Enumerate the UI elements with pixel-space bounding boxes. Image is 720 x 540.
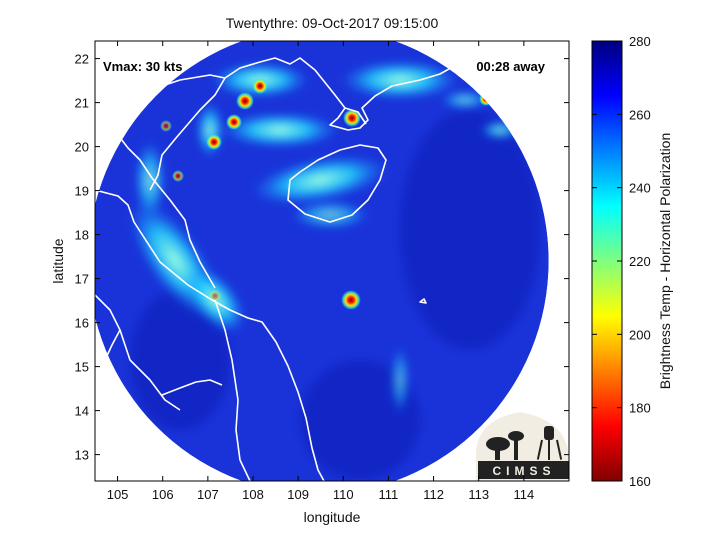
hainan-island [287, 144, 387, 223]
y-tick-label: 14 [75, 404, 89, 419]
plot-frame [94, 40, 570, 482]
x-tick-label: 113 [468, 487, 489, 502]
cb-tick-label: 240 [629, 181, 651, 196]
cb-tick-label: 220 [629, 254, 651, 269]
swath-imagery [95, 41, 549, 481]
x-tick-label: 107 [197, 487, 219, 502]
ocean-background [130, 110, 540, 480]
x-tick-label: 109 [287, 487, 309, 502]
y-tick-label: 22 [75, 52, 89, 67]
colorbar: 160 180 200 220 240 260 280 Brightness Temp - … [591, 34, 673, 489]
colorbar-ticks: 160 180 200 220 240 260 280 [592, 34, 651, 489]
cb-tick-label: 280 [629, 34, 651, 49]
time-offset-label: 00:28 away [476, 59, 545, 74]
x-tick-label: 112 [423, 487, 444, 502]
guangdong-coast [464, 41, 546, 61]
cb-tick-label: 160 [629, 474, 651, 489]
cloud-bands [128, 60, 520, 415]
y-tick-label: 18 [75, 228, 89, 243]
laos-border [95, 119, 216, 289]
storm-core [341, 290, 361, 310]
leizhou-peninsula [344, 107, 367, 125]
y-tick-label: 13 [75, 448, 89, 463]
map-plot-area: Vmax: 30 kts 00:28 away CIMSS [95, 41, 569, 481]
x-tick-label: 106 [152, 487, 174, 502]
x-tick-label: 114 [513, 487, 534, 502]
x-tick-label: 111 [379, 487, 399, 502]
latitude-ticks: 13 14 15 16 17 18 19 20 21 22 [75, 52, 569, 463]
longitude-ticks: 105 106 107 108 109 110 111 112 113 114 [107, 41, 534, 502]
small-island [419, 298, 427, 304]
x-tick-label: 110 [333, 487, 354, 502]
x-tick-label: 105 [107, 487, 129, 502]
coastlines [95, 41, 546, 481]
x-axis-label: longitude [304, 509, 361, 525]
y-tick-label: 19 [75, 184, 89, 199]
gulf-of-tonkin-coast [149, 57, 466, 191]
colorbar-label: Brightness Temp - Horizontal Polarizatio… [657, 133, 673, 390]
inland-border-2 [161, 379, 223, 396]
vietnam-coastline [95, 189, 325, 481]
y-tick-label: 17 [75, 272, 89, 287]
cb-tick-label: 260 [629, 107, 651, 122]
x-tick-label: 108 [242, 487, 264, 502]
cb-tick-label: 200 [629, 327, 651, 342]
y-tick-label: 21 [75, 96, 89, 111]
y-tick-label: 15 [75, 360, 89, 375]
cambodia-border [95, 294, 181, 411]
logo-text: CIMSS [492, 464, 555, 478]
north-border [95, 74, 226, 101]
inland-border [214, 299, 251, 481]
cimss-logo: CIMSS [476, 412, 569, 481]
mekong-delta [104, 329, 121, 361]
cb-tick-label: 180 [629, 401, 651, 416]
vmax-label: Vmax: 30 kts [103, 59, 183, 74]
y-tick-label: 20 [75, 140, 89, 155]
convective-cores [160, 78, 493, 310]
figure-title: Twentythre: 09-Oct-2017 09:15:00 [226, 15, 439, 31]
y-axis-label: latitude [50, 238, 66, 283]
y-tick-label: 16 [75, 316, 89, 331]
